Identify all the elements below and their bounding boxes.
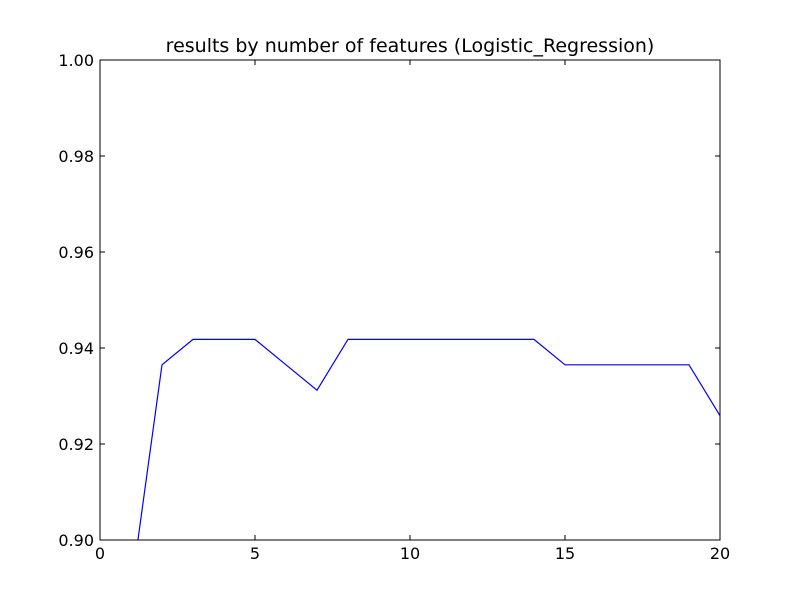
x-tick-label: 5 — [250, 544, 260, 563]
series-line — [137, 338, 720, 540]
y-tick-label: 0.90 — [58, 531, 94, 550]
x-tick-label: 20 — [710, 544, 730, 563]
y-tick-label: 1.00 — [58, 51, 94, 70]
y-tick-label: 0.94 — [58, 339, 94, 358]
chart-title: results by number of features (Logistic_… — [166, 35, 655, 57]
x-tick-label: 0 — [95, 544, 105, 563]
y-tick-label: 0.98 — [58, 147, 94, 166]
y-tick-label: 0.92 — [58, 435, 94, 454]
ticks-layer: 0 5 10 15 20 0.90 0.92 0.94 0.96 0.98 1.00 — [58, 51, 730, 563]
series-layer — [137, 338, 720, 540]
x-tick-label: 10 — [400, 544, 420, 563]
y-tick-label: 0.96 — [58, 243, 94, 262]
plot-frame — [99, 59, 721, 541]
x-tick-label: 15 — [555, 544, 575, 563]
